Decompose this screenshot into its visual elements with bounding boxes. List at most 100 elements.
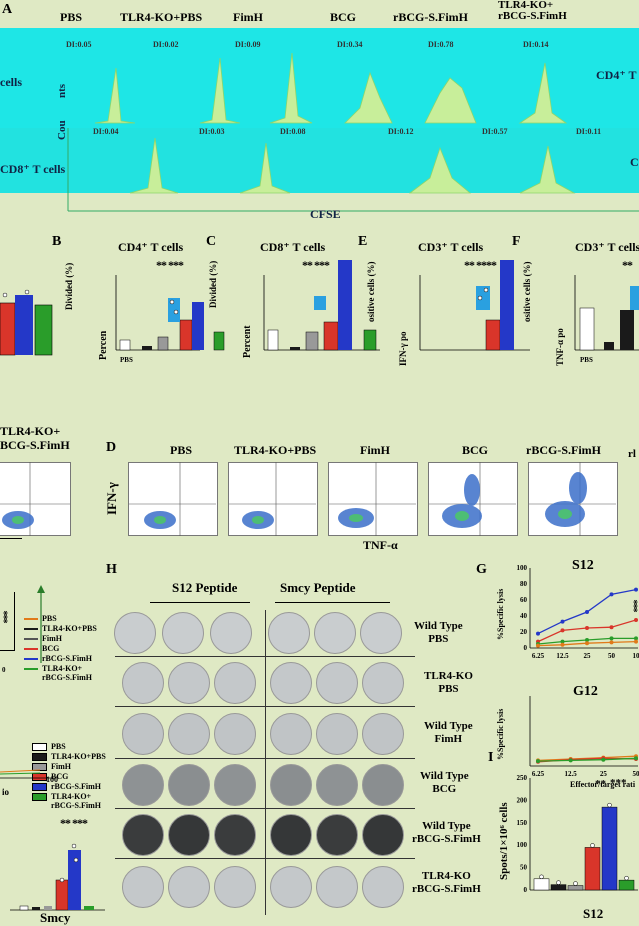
legend-label: rBCG-S.FimH — [42, 654, 92, 663]
data-point — [608, 803, 612, 807]
panel-letter-h: H — [106, 562, 117, 578]
elispot-well — [362, 866, 404, 908]
row2-label: CD8⁺ T cells — [0, 162, 65, 177]
elispot-header-s12: S12 Peptide — [172, 580, 237, 596]
panel-letter-d: D — [106, 440, 116, 456]
data-point — [561, 628, 565, 632]
legend-swatch — [24, 618, 38, 620]
elispot-well — [210, 612, 252, 654]
legend-swatch — [24, 658, 38, 660]
di-row2-fimh: DI:0.08 — [280, 127, 306, 136]
elispot-well — [122, 764, 164, 806]
data-point — [574, 882, 578, 886]
di-row2-rbcg: DI:0.57 — [482, 127, 508, 136]
legend-swatch — [32, 783, 47, 791]
elispot-well — [270, 866, 312, 908]
x-tick-label: 6.25 — [532, 652, 545, 660]
left-tick-io: io — [2, 787, 9, 797]
bar — [602, 807, 617, 890]
data-point — [540, 875, 544, 879]
elispot-well — [168, 764, 210, 806]
panel-letter-f: F — [512, 234, 521, 250]
bar — [551, 885, 566, 890]
panel-letter-i: I — [488, 750, 493, 766]
group-header-tlr4-rbcg: TLR4-KO+ rBCG-S.FimH — [498, 0, 567, 22]
y-tick-label: 150 — [517, 819, 528, 827]
elispot-row-label: Wild Type PBS — [414, 620, 463, 646]
dot-title-tlr4-pbs: TLR4-KO+PBS — [234, 443, 316, 458]
group-header-fimh: FimH — [233, 10, 263, 25]
elispot-row-label: Wild Type FimH — [424, 720, 473, 746]
legend-item: rBCG-S.FimH — [32, 782, 101, 791]
dot-title-pbs: PBS — [170, 443, 192, 458]
dot-plot-clusters — [0, 462, 639, 537]
row1-right-label: CD4⁺ T — [596, 68, 636, 83]
legend-item: FimH — [24, 634, 62, 643]
elispot-well — [268, 612, 310, 654]
group-header-tlr4-pbs: TLR4-KO+PBS — [120, 10, 202, 25]
data-point — [625, 876, 629, 880]
legend-item: PBS — [32, 742, 66, 751]
panel-letter-b: B — [52, 234, 61, 250]
dot-plot-x-label: TNF-α — [363, 538, 398, 553]
elispot-well — [360, 612, 402, 654]
legend-item: BCG — [24, 644, 59, 653]
dot-title-bcg: BCG — [462, 443, 488, 458]
data-point — [610, 640, 614, 644]
left-lysis-fragment — [0, 760, 60, 780]
data-point — [569, 758, 573, 762]
elispot-well — [316, 866, 358, 908]
dot-plot-y-label: IFN-γ — [104, 482, 120, 515]
elispot-well — [316, 814, 358, 856]
di-row1-bcg: DI:0.34 — [337, 40, 363, 49]
xtick-pbs-f: PBS — [580, 356, 593, 364]
y-tick-label: 80 — [520, 580, 528, 588]
sig-label: ** — [595, 778, 607, 790]
data-point — [634, 618, 638, 622]
elispot-well — [270, 713, 312, 755]
legend-swatch — [32, 743, 47, 751]
y-axis-label-b: Cou — [56, 120, 68, 140]
data-point — [610, 625, 614, 629]
elispot-row-label: Wild Type BCG — [420, 770, 469, 796]
elispot-header-line-right — [275, 602, 390, 603]
row1-left-label: cells — [0, 75, 22, 90]
di-row1-tlr4-rbcg: DI:0.14 — [523, 40, 549, 49]
data-point — [634, 756, 638, 760]
elispot-well — [214, 814, 256, 856]
elispot-well — [270, 814, 312, 856]
legend-item: PBS — [24, 614, 57, 623]
legend-swatch — [24, 668, 38, 670]
x-tick-label: 50 — [608, 652, 616, 660]
y-tick-label: 20 — [520, 628, 528, 636]
data-point — [610, 592, 614, 596]
data-point — [585, 610, 589, 614]
panel-letter-c: C — [206, 234, 216, 250]
legend-swatch — [24, 628, 38, 630]
elispot-well — [316, 764, 358, 806]
elispot-col-divider — [265, 610, 266, 915]
y-tick-label: 200 — [517, 796, 528, 804]
bar — [619, 880, 634, 890]
panel-letter-e: E — [358, 234, 367, 250]
legend-label: TLR4-KO+ rBCG-S.FimH — [51, 792, 101, 810]
elispot-well — [362, 662, 404, 704]
dot-plot-left-arrow — [0, 538, 22, 539]
bar — [534, 879, 549, 890]
y-tick-label: 250 — [517, 774, 528, 782]
elispot-well — [214, 662, 256, 704]
y-tick-label: 100 — [517, 564, 528, 572]
left-tick-zero: 0 — [2, 666, 6, 674]
data-point — [536, 759, 540, 763]
data-point — [634, 588, 638, 592]
data-point — [601, 758, 605, 762]
left-sig-top: *** — [3, 612, 14, 624]
y-tick-label: 0 — [524, 644, 528, 652]
elispot-header-line-left — [150, 602, 250, 603]
y-tick-label: 50 — [520, 864, 528, 872]
elispot-well — [214, 866, 256, 908]
y-tick-label: 40 — [520, 612, 528, 620]
